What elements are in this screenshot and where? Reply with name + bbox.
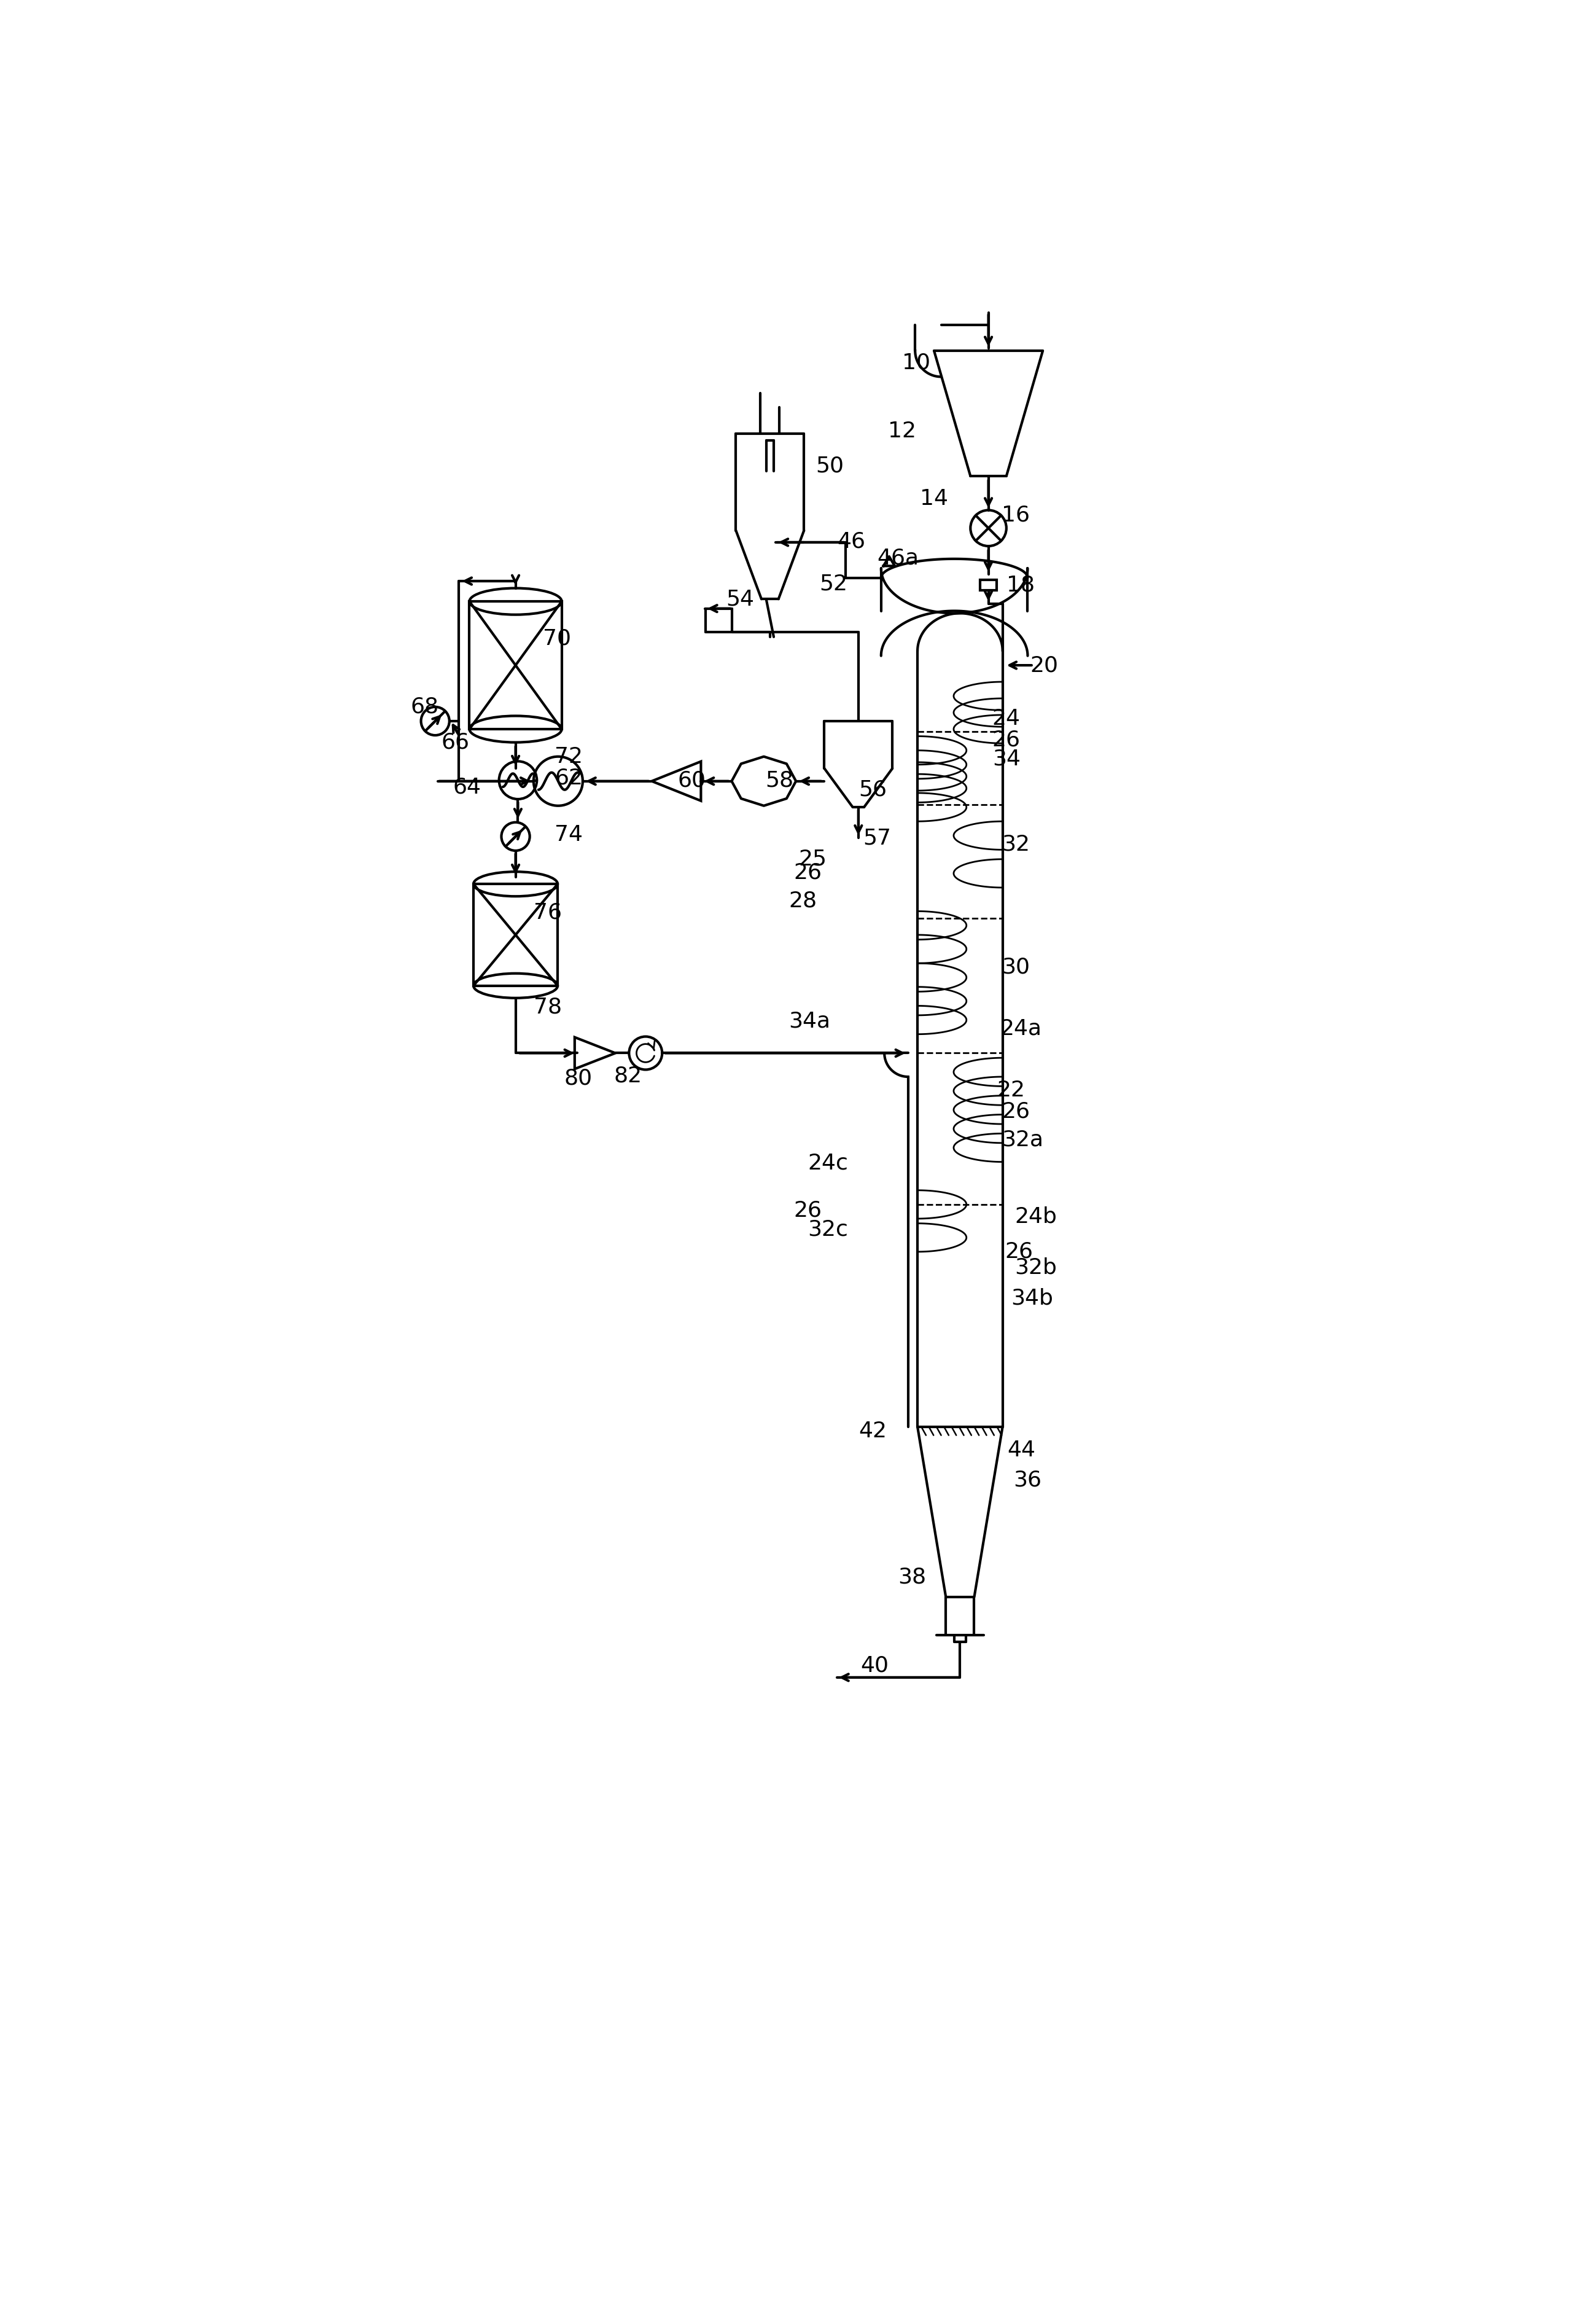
Text: 22: 22 xyxy=(997,1080,1025,1101)
Bar xyxy=(980,580,997,590)
Text: 10: 10 xyxy=(902,351,930,372)
Text: 70: 70 xyxy=(543,629,571,650)
Text: 68: 68 xyxy=(410,696,439,717)
Text: 26: 26 xyxy=(1002,1101,1029,1121)
Text: 54: 54 xyxy=(726,590,755,610)
Text: 34b: 34b xyxy=(1012,1288,1053,1309)
Bar xyxy=(469,601,562,728)
Text: 34a: 34a xyxy=(788,1010,830,1031)
Text: 26: 26 xyxy=(793,1200,822,1221)
Text: 32a: 32a xyxy=(1002,1128,1044,1149)
Bar xyxy=(474,883,557,985)
Text: 20: 20 xyxy=(1029,654,1058,675)
Text: 62: 62 xyxy=(555,768,583,788)
Text: 78: 78 xyxy=(533,996,562,1017)
Text: 30: 30 xyxy=(1002,957,1029,978)
Text: 57: 57 xyxy=(863,828,891,849)
Text: 50: 50 xyxy=(816,455,844,476)
Text: 12: 12 xyxy=(887,421,916,442)
Text: 58: 58 xyxy=(764,770,793,791)
Text: 46: 46 xyxy=(836,532,865,553)
Text: 24a: 24a xyxy=(1001,1017,1042,1038)
Text: 36: 36 xyxy=(1013,1470,1042,1491)
Text: 80: 80 xyxy=(565,1068,592,1089)
Text: 32: 32 xyxy=(1002,835,1029,855)
Text: 32b: 32b xyxy=(1015,1258,1057,1279)
Text: 34: 34 xyxy=(993,749,1020,770)
Text: 28: 28 xyxy=(788,890,817,911)
Text: 18: 18 xyxy=(1007,573,1034,594)
Text: 66: 66 xyxy=(442,733,469,754)
Text: 44: 44 xyxy=(1007,1440,1036,1461)
Text: 64: 64 xyxy=(453,777,482,798)
Text: 52: 52 xyxy=(820,573,847,594)
Text: 56: 56 xyxy=(859,779,887,800)
Text: 25: 25 xyxy=(798,849,827,869)
Text: 82: 82 xyxy=(614,1066,642,1087)
Text: 46a: 46a xyxy=(878,548,919,569)
Text: 24c: 24c xyxy=(808,1154,847,1174)
Text: 32c: 32c xyxy=(808,1218,847,1239)
Text: 26: 26 xyxy=(993,731,1020,751)
Text: 16: 16 xyxy=(1002,504,1029,525)
Text: 42: 42 xyxy=(859,1422,887,1443)
Text: 26: 26 xyxy=(793,862,822,883)
Text: 60: 60 xyxy=(678,770,705,791)
Text: 26: 26 xyxy=(1005,1242,1033,1262)
Text: 24: 24 xyxy=(993,707,1020,728)
Text: 14: 14 xyxy=(919,488,948,509)
Text: 76: 76 xyxy=(533,902,562,922)
Text: 40: 40 xyxy=(860,1655,889,1676)
Text: 72: 72 xyxy=(555,747,583,768)
Text: 38: 38 xyxy=(897,1568,926,1588)
Text: 24b: 24b xyxy=(1015,1207,1057,1228)
Text: 74: 74 xyxy=(555,823,583,844)
